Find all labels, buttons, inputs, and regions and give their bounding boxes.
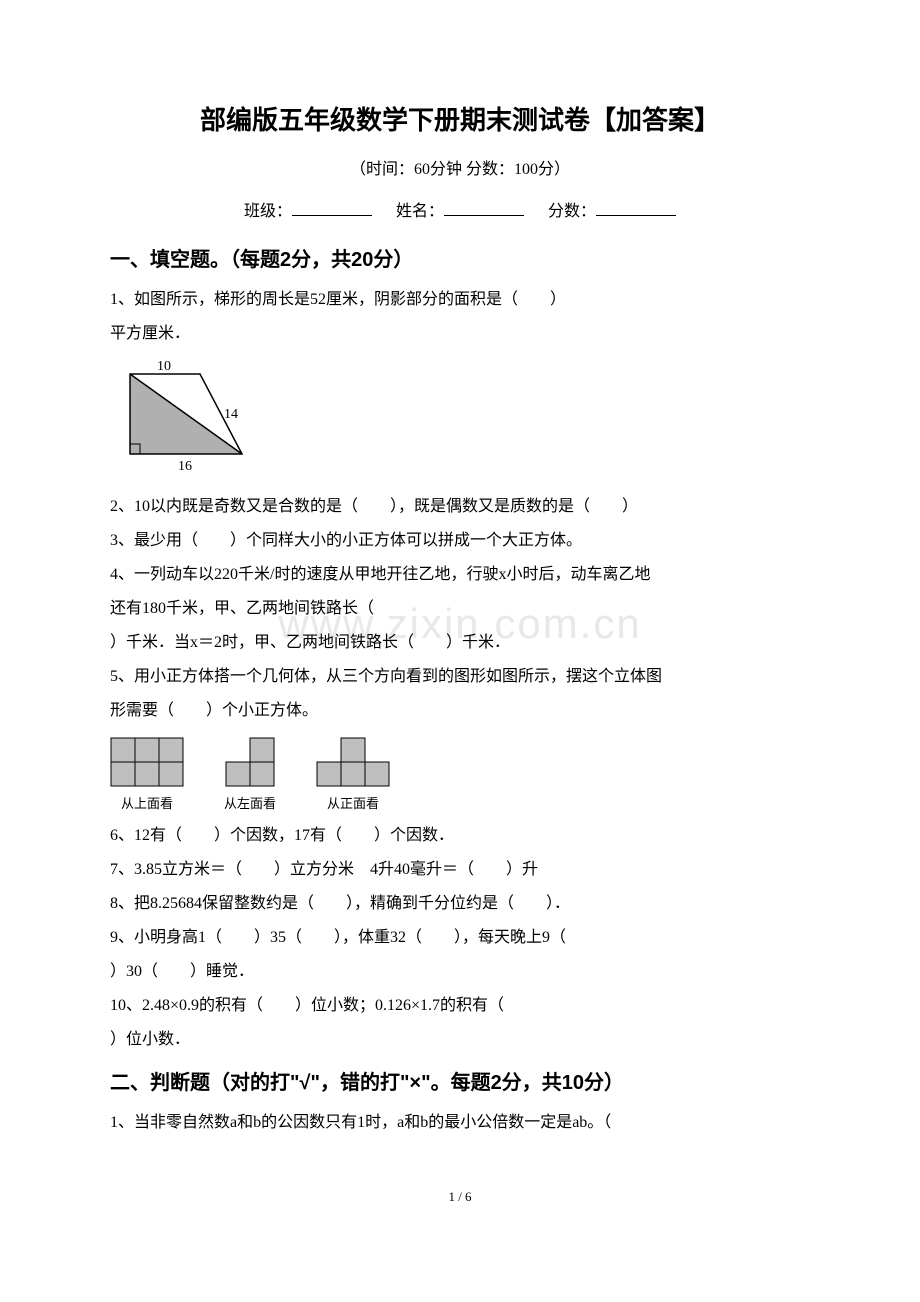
view-top-svg xyxy=(110,737,184,787)
class-label: 班级： xyxy=(244,203,292,220)
section-1-heading: 一、填空题。（每题2分，共20分） xyxy=(110,243,810,272)
page-title: 部编版五年级数学下册期末测试卷【加答案】 xyxy=(110,100,810,137)
q4-line-c: ）千米．当x＝2时，甲、乙两地间铁路长（ ）千米． xyxy=(110,627,810,659)
q3: 3、最少用（ ）个同样大小的小正方体可以拼成一个大正方体。 xyxy=(110,525,810,557)
view-front-svg xyxy=(316,737,390,787)
q1-line-a: 1、如图所示，梯形的周长是52厘米，阴影部分的面积是（ ） xyxy=(110,284,810,316)
section-2-heading: 二、判断题（对的打"√"，错的打"×"。每题2分，共10分） xyxy=(110,1066,810,1095)
s2-q1: 1、当非零自然数a和b的公因数只有1时，a和b的最小公倍数一定是ab。（ xyxy=(110,1107,810,1139)
view-left: 从左面看 xyxy=(224,737,276,812)
q7: 7、3.85立方米＝（ ）立方分米 4升40毫升＝（ ）升 xyxy=(110,854,810,886)
svg-text:14: 14 xyxy=(224,407,238,422)
svg-text:10: 10 xyxy=(157,359,171,374)
q9-line-b: ）30（ ）睡觉． xyxy=(110,956,810,988)
view-top: 从上面看 xyxy=(110,737,184,812)
q10-line-b: ）位小数． xyxy=(110,1024,810,1056)
q5-line-a: 5、用小正方体搭一个几何体，从三个方向看到的图形如图所示，摆这个立体图 xyxy=(110,661,810,693)
q1-line-b: 平方厘米． xyxy=(110,318,810,350)
q10-line-a: 10、2.48×0.9的积有（ ）位小数；0.126×1.7的积有（ xyxy=(110,990,810,1022)
q6: 6、12有（ ）个因数，17有（ ）个因数． xyxy=(110,820,810,852)
q4-line-a: 4、一列动车以220千米/时的速度从甲地开往乙地，行驶x小时后，动车离乙地 xyxy=(110,559,810,591)
view-left-svg xyxy=(225,737,275,787)
view-left-caption: 从左面看 xyxy=(224,793,276,812)
class-blank xyxy=(292,200,372,216)
view-top-caption: 从上面看 xyxy=(121,793,173,812)
q4-line-b: 还有180千米，甲、乙两地间铁路长（ xyxy=(110,593,810,625)
q2: 2、10以内既是奇数又是合数的是（ ），既是偶数又是质数的是（ ） xyxy=(110,491,810,523)
trapezoid-svg: 10 14 16 xyxy=(110,356,280,476)
page-number: 1 / 6 xyxy=(110,1189,810,1205)
views-wrapper: 从上面看 从左面看 从正面看 xyxy=(110,737,810,812)
q8: 8、把8.25684保留整数约是（ ），精确到千分位约是（ ）． xyxy=(110,888,810,920)
info-line: 班级： 姓名： 分数： xyxy=(110,197,810,221)
q9-line-a: 9、小明身高1（ ）35（ ），体重32（ ），每天晚上9（ xyxy=(110,922,810,954)
view-front-caption: 从正面看 xyxy=(327,793,379,812)
subtitle: （时间：60分钟 分数：100分） xyxy=(110,155,810,179)
view-front: 从正面看 xyxy=(316,737,390,812)
score-label: 分数： xyxy=(548,203,596,220)
q5-line-b: 形需要（ ）个小正方体。 xyxy=(110,695,810,727)
name-label: 姓名： xyxy=(396,203,444,220)
score-blank xyxy=(596,200,676,216)
name-blank xyxy=(444,200,524,216)
svg-text:16: 16 xyxy=(178,459,192,474)
trapezoid-figure: 10 14 16 xyxy=(110,356,810,481)
